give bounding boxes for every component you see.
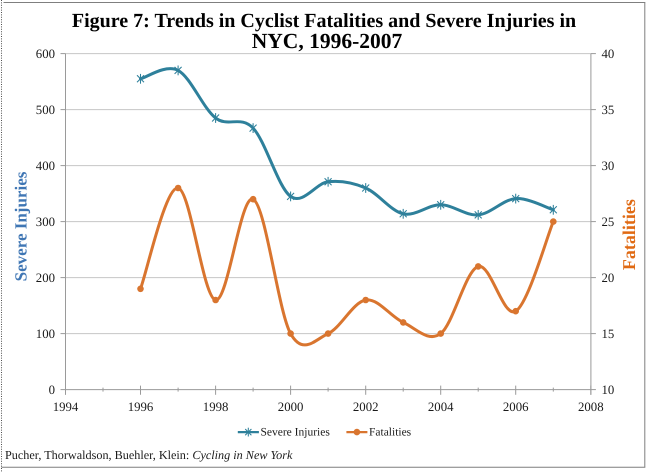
svg-text:10: 10 <box>602 383 615 397</box>
svg-text:100: 100 <box>36 327 55 341</box>
svg-text:Severe Injuries: Severe Injuries <box>261 426 331 438</box>
svg-text:35: 35 <box>602 103 615 117</box>
svg-text:1994: 1994 <box>53 400 79 414</box>
svg-text:200: 200 <box>36 271 55 285</box>
svg-text:500: 500 <box>36 103 55 117</box>
svg-text:300: 300 <box>36 215 55 229</box>
svg-text:30: 30 <box>602 159 615 173</box>
svg-text:2002: 2002 <box>353 400 379 414</box>
svg-text:2006: 2006 <box>503 400 529 414</box>
svg-text:Severe Injuries: Severe Injuries <box>12 171 31 281</box>
svg-text:Fatalities: Fatalities <box>619 199 639 270</box>
svg-text:0: 0 <box>49 383 55 397</box>
svg-text:15: 15 <box>602 327 615 341</box>
svg-text:2000: 2000 <box>278 400 304 414</box>
svg-text:400: 400 <box>36 159 55 173</box>
svg-text:40: 40 <box>602 47 615 61</box>
svg-text:Fatalities: Fatalities <box>369 426 412 438</box>
svg-text:600: 600 <box>36 47 55 61</box>
svg-text:2004: 2004 <box>428 400 454 414</box>
svg-text:NYC, 1996-2007: NYC, 1996-2007 <box>252 29 403 53</box>
svg-text:20: 20 <box>602 271 615 285</box>
svg-text:1998: 1998 <box>203 400 229 414</box>
svg-text:Pucher, Thorwaldson, Buehler,: Pucher, Thorwaldson, Buehler, Klein: Cyc… <box>5 448 293 462</box>
svg-text:1996: 1996 <box>128 400 154 414</box>
svg-text:25: 25 <box>602 215 615 229</box>
svg-text:Figure 7: Trends in Cyclist Fa: Figure 7: Trends in Cyclist Fatalities a… <box>72 10 576 32</box>
svg-text:2008: 2008 <box>578 400 604 414</box>
